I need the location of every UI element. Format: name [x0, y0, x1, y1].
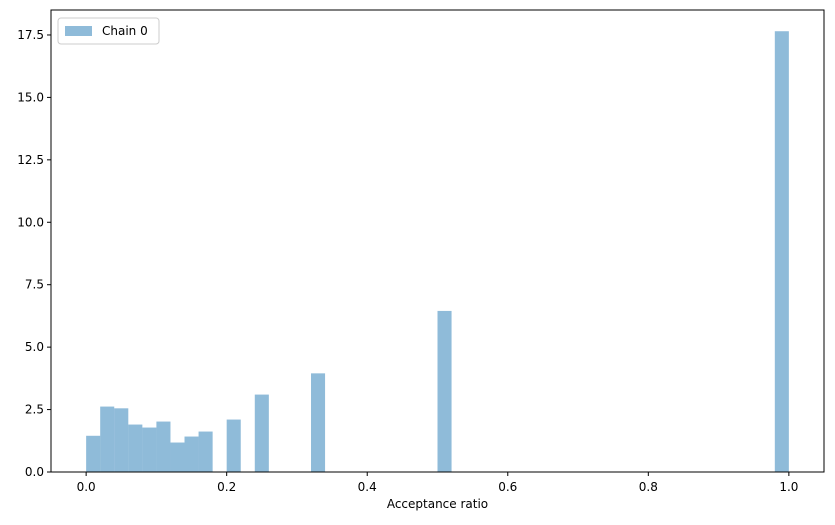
histogram-bar [142, 427, 157, 472]
histogram-bar [254, 394, 269, 472]
bars-layer [86, 31, 789, 473]
y-axis: 0.0 2.5 5.0 7.5 10.0 12.5 15.0 17.5 [17, 28, 51, 479]
x-tick-label: 0.4 [358, 480, 377, 494]
histogram-bar [184, 436, 199, 472]
x-axis: 0.0 0.2 0.4 0.6 0.8 1.0 [77, 472, 798, 494]
y-tick-label: 17.5 [17, 28, 44, 42]
histogram-bar [170, 442, 185, 472]
x-tick-label: 0.8 [639, 480, 658, 494]
legend-box [57, 17, 160, 45]
legend-label: Chain 0 [102, 24, 148, 38]
plot-frame [50, 9, 825, 473]
histogram-bar [100, 406, 115, 472]
histogram-bar [226, 419, 241, 472]
y-tick-label: 0.0 [25, 465, 44, 479]
histogram-bar [156, 421, 171, 472]
x-axis-label: Acceptance ratio [387, 497, 488, 511]
histogram-bar [198, 431, 213, 472]
histogram-bar [128, 424, 143, 472]
histogram-bar [114, 408, 129, 472]
histogram-bar [437, 310, 452, 472]
x-tick-label: 1.0 [779, 480, 798, 494]
x-tick-label: 0.6 [498, 480, 517, 494]
y-tick-label: 7.5 [25, 278, 44, 292]
y-tick-label: 12.5 [17, 153, 44, 167]
legend-swatch [65, 26, 92, 36]
x-tick-label: 0.2 [217, 480, 236, 494]
y-tick-label: 15.0 [17, 90, 44, 104]
histogram-bar [774, 31, 789, 473]
histogram-bar [86, 435, 101, 472]
y-tick-label: 5.0 [25, 340, 44, 354]
legend: Chain 0 [57, 17, 160, 45]
y-tick-label: 10.0 [17, 215, 44, 229]
y-tick-label: 2.5 [25, 403, 44, 417]
histogram-bar [311, 373, 326, 472]
x-tick-label: 0.0 [77, 480, 96, 494]
